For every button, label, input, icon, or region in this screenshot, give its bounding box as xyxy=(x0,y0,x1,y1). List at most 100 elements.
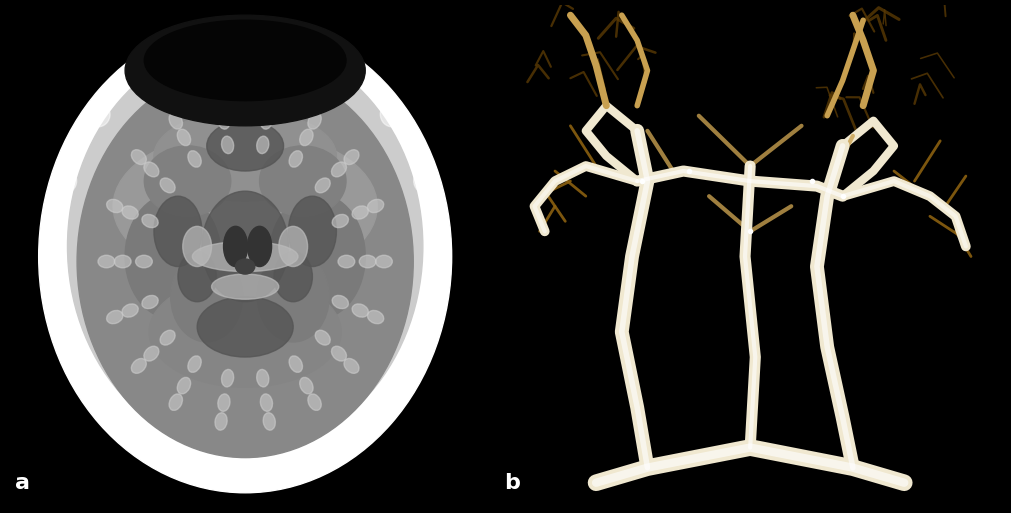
Ellipse shape xyxy=(359,255,376,268)
Ellipse shape xyxy=(86,102,110,127)
Ellipse shape xyxy=(330,436,353,461)
Ellipse shape xyxy=(367,200,384,212)
Ellipse shape xyxy=(274,251,312,302)
Ellipse shape xyxy=(333,295,349,309)
Ellipse shape xyxy=(344,359,359,373)
Ellipse shape xyxy=(122,304,139,317)
Ellipse shape xyxy=(269,194,365,319)
Ellipse shape xyxy=(267,462,290,487)
Ellipse shape xyxy=(426,244,449,269)
Ellipse shape xyxy=(169,394,182,410)
Ellipse shape xyxy=(299,378,313,394)
Ellipse shape xyxy=(217,112,229,129)
Ellipse shape xyxy=(308,113,321,129)
Ellipse shape xyxy=(77,66,413,458)
Ellipse shape xyxy=(236,259,255,274)
Ellipse shape xyxy=(267,26,290,51)
Ellipse shape xyxy=(380,386,404,411)
Ellipse shape xyxy=(288,196,337,267)
Ellipse shape xyxy=(215,93,227,110)
Ellipse shape xyxy=(188,151,201,167)
Ellipse shape xyxy=(142,295,158,309)
Ellipse shape xyxy=(257,251,330,342)
Ellipse shape xyxy=(41,244,65,269)
Ellipse shape xyxy=(106,200,123,212)
Ellipse shape xyxy=(260,146,346,216)
Ellipse shape xyxy=(145,146,231,216)
Ellipse shape xyxy=(137,436,161,461)
Ellipse shape xyxy=(248,226,272,267)
Ellipse shape xyxy=(289,356,302,372)
Ellipse shape xyxy=(144,162,159,177)
Ellipse shape xyxy=(413,168,438,193)
Ellipse shape xyxy=(200,26,223,51)
Ellipse shape xyxy=(413,320,438,345)
Ellipse shape xyxy=(135,255,153,268)
Ellipse shape xyxy=(202,191,288,302)
Ellipse shape xyxy=(154,111,337,201)
Ellipse shape xyxy=(106,310,123,324)
Ellipse shape xyxy=(261,394,273,411)
Ellipse shape xyxy=(332,346,347,361)
Ellipse shape xyxy=(279,226,307,267)
Ellipse shape xyxy=(86,386,110,411)
Ellipse shape xyxy=(171,251,243,342)
Ellipse shape xyxy=(145,20,346,101)
Ellipse shape xyxy=(192,242,298,271)
Ellipse shape xyxy=(38,20,452,493)
Ellipse shape xyxy=(177,378,191,394)
Ellipse shape xyxy=(144,346,159,361)
Ellipse shape xyxy=(177,129,191,146)
Ellipse shape xyxy=(332,162,347,177)
Ellipse shape xyxy=(160,330,175,345)
Ellipse shape xyxy=(352,304,368,317)
Ellipse shape xyxy=(221,136,234,153)
Ellipse shape xyxy=(114,255,131,268)
Ellipse shape xyxy=(200,462,223,487)
Ellipse shape xyxy=(131,359,147,373)
Ellipse shape xyxy=(367,310,384,324)
Ellipse shape xyxy=(150,277,341,387)
Ellipse shape xyxy=(211,274,279,299)
Ellipse shape xyxy=(261,112,273,129)
Ellipse shape xyxy=(330,52,353,77)
Ellipse shape xyxy=(98,255,115,268)
Ellipse shape xyxy=(289,151,302,167)
Ellipse shape xyxy=(263,93,275,110)
Ellipse shape xyxy=(217,394,229,411)
Ellipse shape xyxy=(223,226,248,267)
Ellipse shape xyxy=(315,330,331,345)
Ellipse shape xyxy=(221,369,234,387)
Ellipse shape xyxy=(142,214,158,228)
Ellipse shape xyxy=(183,226,211,267)
Ellipse shape xyxy=(380,102,404,127)
Text: a: a xyxy=(14,473,29,493)
Ellipse shape xyxy=(33,15,456,498)
Ellipse shape xyxy=(263,413,275,430)
Ellipse shape xyxy=(315,178,331,193)
Ellipse shape xyxy=(53,320,77,345)
Ellipse shape xyxy=(53,168,77,193)
Ellipse shape xyxy=(131,150,147,165)
Ellipse shape xyxy=(197,297,293,357)
Ellipse shape xyxy=(122,206,139,219)
Ellipse shape xyxy=(375,255,392,268)
Ellipse shape xyxy=(308,394,321,410)
Ellipse shape xyxy=(154,196,202,267)
Ellipse shape xyxy=(338,255,355,268)
Ellipse shape xyxy=(68,41,423,452)
Ellipse shape xyxy=(257,369,269,387)
Ellipse shape xyxy=(137,52,161,77)
Ellipse shape xyxy=(160,178,175,193)
Text: b: b xyxy=(503,473,520,493)
Ellipse shape xyxy=(352,206,368,219)
Ellipse shape xyxy=(169,113,182,129)
Ellipse shape xyxy=(113,131,377,282)
Ellipse shape xyxy=(299,129,313,146)
Ellipse shape xyxy=(125,15,365,126)
Ellipse shape xyxy=(257,136,269,153)
Ellipse shape xyxy=(333,214,349,228)
Ellipse shape xyxy=(206,121,283,171)
Ellipse shape xyxy=(344,150,359,165)
Ellipse shape xyxy=(188,356,201,372)
